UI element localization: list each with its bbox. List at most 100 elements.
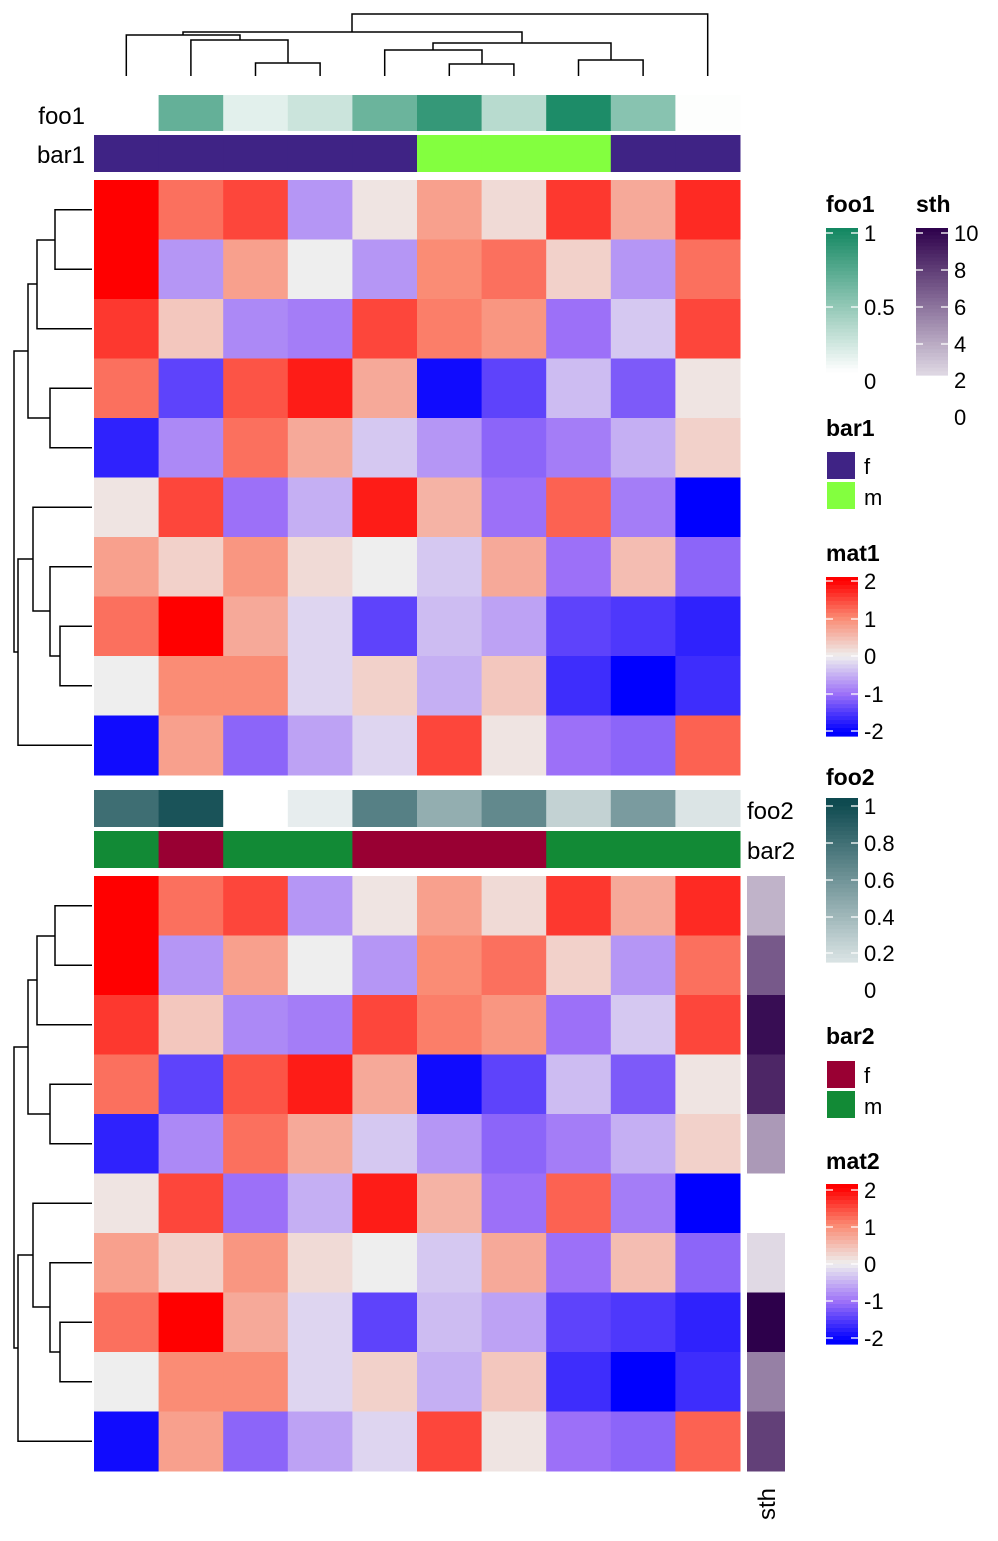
mat2-cell-r3-c8 xyxy=(546,995,612,1055)
mat2-cell-r7-c10 xyxy=(675,1233,741,1293)
foo2-annotation-cell-8 xyxy=(546,790,612,827)
legend-sth-gradient-step xyxy=(916,356,948,361)
mat1-cell-r9-c5 xyxy=(352,656,418,716)
foo2-annotation-cell-1 xyxy=(94,790,160,827)
bar2-annotation-cell-2 xyxy=(158,831,224,868)
mat2-cell-r5-c5 xyxy=(352,1114,418,1174)
legend-mat2-gradient-step xyxy=(826,1256,858,1261)
mat2-cell-r10-c8 xyxy=(546,1411,612,1472)
mat2-cell-r10-c5 xyxy=(352,1411,418,1472)
mat1-cell-r4-c6 xyxy=(417,358,483,419)
mat1-cell-r1-c2 xyxy=(158,180,224,240)
mat1-cell-r5-c7 xyxy=(481,418,547,478)
legend-foo1-gradient-step xyxy=(826,249,858,254)
legend-mat1-gradient-step xyxy=(826,612,858,618)
legend-mat2-tick-label: -2 xyxy=(864,1326,884,1351)
bar1-annotation-cell-3 xyxy=(223,135,289,172)
legend-mat2-gradient-step xyxy=(826,1264,858,1269)
legend-sth-gradient-step xyxy=(916,345,948,350)
mat2-cell-r5-c4 xyxy=(287,1114,353,1174)
legend-foo1-gradient-step xyxy=(826,256,858,261)
legend-mat2-gradient-step xyxy=(826,1300,858,1305)
legend-mat2-tick-label: 0 xyxy=(864,1252,876,1277)
mat1-cell-r2-c1 xyxy=(94,239,160,300)
mat1-row-dendrogram-branch-1 xyxy=(54,209,92,270)
mat1-cell-r1-c7 xyxy=(481,180,547,240)
legend-sth-tick-label: 0 xyxy=(954,405,966,430)
foo1-annotation-cell-10 xyxy=(675,95,741,131)
mat1-cell-r4-c1 xyxy=(94,358,160,419)
legend-bar1-item-m: m xyxy=(864,485,882,510)
legend-sth-title: sth xyxy=(916,191,951,217)
mat2-cell-r8-c4 xyxy=(287,1292,353,1353)
legend-foo2-gradient-step xyxy=(826,847,858,852)
mat2-row-dendrogram-branch-1 xyxy=(54,905,92,966)
mat2-cell-r9-c9 xyxy=(610,1352,676,1412)
legend-mat2-gradient-step xyxy=(826,1336,858,1341)
legend-foo1-gradient-step xyxy=(826,364,858,369)
legend-mat2-gradient-step xyxy=(826,1304,858,1309)
legend-mat1-tick-label: -2 xyxy=(864,719,884,744)
mat1-cell-r10-c6 xyxy=(417,715,483,776)
legend-sth-gradient-step xyxy=(916,228,948,233)
mat2-cell-r7-c2 xyxy=(158,1233,224,1293)
column-dendrogram-branch-2 xyxy=(190,39,289,76)
mat2-cell-r4-c2 xyxy=(158,1054,224,1115)
mat2-cell-r8-c3 xyxy=(223,1292,289,1353)
foo2-annotation-cell-10 xyxy=(675,790,741,827)
legend-mat2-gradient-step xyxy=(826,1236,858,1241)
legend-foo1-gradient-step xyxy=(826,289,858,294)
mat1-cell-r6-c5 xyxy=(352,477,418,538)
mat1-cell-r5-c8 xyxy=(546,418,612,478)
mat2-cell-r6-c10 xyxy=(675,1173,741,1234)
legend-foo2-gradient-step xyxy=(826,818,858,824)
mat1-cell-r8-c10 xyxy=(675,596,741,657)
legend-sth-gradient-step xyxy=(916,275,948,281)
mat2-cell-r1-c5 xyxy=(352,876,418,936)
legend-foo2-gradient-step xyxy=(826,884,858,889)
sth-annotation-cell-2 xyxy=(747,935,785,996)
legend-sth-gradient-step xyxy=(916,312,948,317)
legend-sth-gradient-step xyxy=(916,272,948,277)
mat1-cell-r1-c5 xyxy=(352,180,418,240)
mat1-cell-r9-c6 xyxy=(417,656,483,716)
legend-mat2-tick-label: 2 xyxy=(864,1178,876,1203)
legend-foo2-gradient-step xyxy=(826,822,858,828)
mat2-cell-r6-c4 xyxy=(287,1173,353,1234)
legend-mat1-gradient-step xyxy=(826,728,858,733)
mat1-cell-r2-c9 xyxy=(610,239,676,300)
mat2-cell-r1-c2 xyxy=(158,876,224,936)
legend-bar2-swatch-f xyxy=(827,1061,855,1088)
legend-mat2-gradient-step xyxy=(826,1308,858,1313)
legend-mat2-gradient-step xyxy=(826,1316,858,1321)
mat1-cell-r8-c6 xyxy=(417,596,483,657)
legend-sth-gradient-step xyxy=(916,371,948,376)
legend-foo1-gradient-step xyxy=(826,354,858,359)
mat1-cell-r9-c10 xyxy=(675,656,741,716)
foo1-annotation-cell-8 xyxy=(546,95,612,131)
legend-mat2-gradient-step xyxy=(826,1340,858,1345)
bar1-annotation-cell-1 xyxy=(94,135,160,172)
legend-mat2-gradient-step xyxy=(826,1216,858,1221)
mat1-cell-r3-c1 xyxy=(94,299,160,359)
mat2-cell-r9-c4 xyxy=(287,1352,353,1412)
mat1-cell-r2-c3 xyxy=(223,239,289,300)
mat2-cell-r9-c2 xyxy=(158,1352,224,1412)
legend-foo2-gradient-step xyxy=(826,830,858,836)
legend-sth-gradient-step xyxy=(916,231,948,236)
bar2-annotation-label: bar2 xyxy=(747,838,795,865)
legend-mat1-gradient-step xyxy=(826,652,858,658)
mat2-cell-r2-c7 xyxy=(481,935,547,996)
mat1-cell-r4-c10 xyxy=(675,358,741,419)
mat2-cell-r3-c3 xyxy=(223,995,289,1055)
legend-foo2-gradient-step xyxy=(826,945,858,951)
legend-foo1-gradient-step xyxy=(826,231,858,236)
foo2-annotation-cell-9 xyxy=(610,790,676,827)
mat1-cell-r5-c3 xyxy=(223,418,289,478)
legend-mat1-gradient-step xyxy=(826,712,858,717)
mat2-cell-r3-c10 xyxy=(675,995,741,1055)
legend-sth-gradient-step xyxy=(916,363,948,369)
mat1-cell-r2-c10 xyxy=(675,239,741,300)
mat2-cell-r9-c1 xyxy=(94,1352,160,1412)
mat1-cell-r10-c4 xyxy=(287,715,353,776)
